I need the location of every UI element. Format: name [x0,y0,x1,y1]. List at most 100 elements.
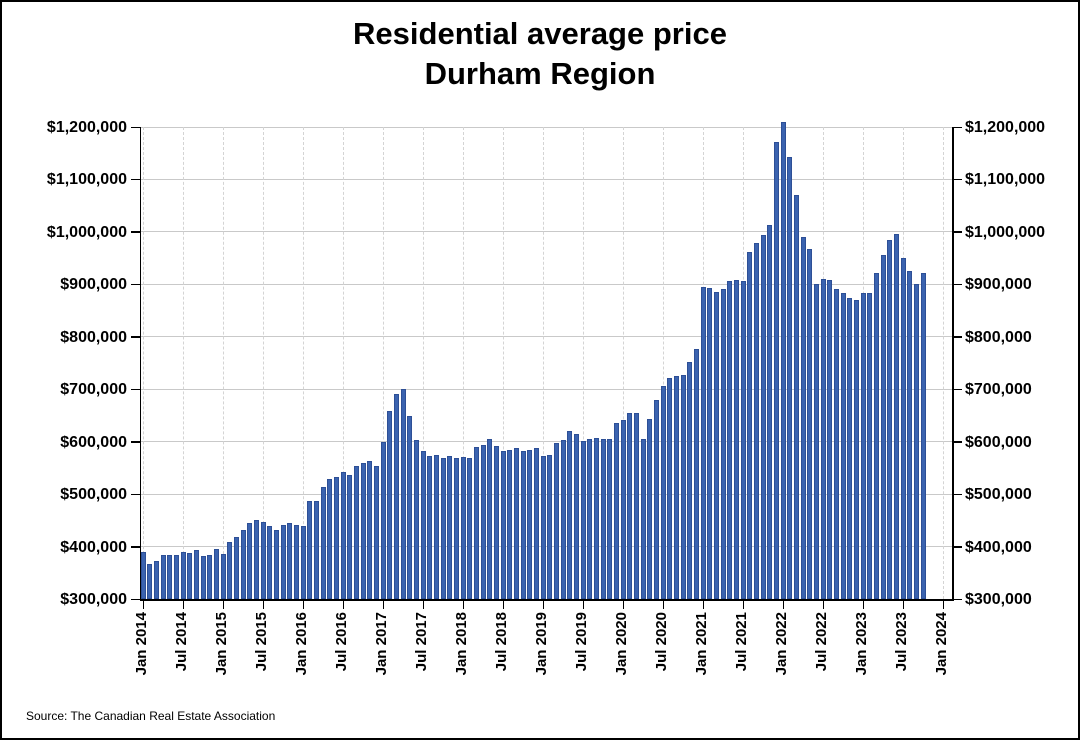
price-bar [527,450,533,599]
price-bar [233,537,239,599]
price-bar [260,521,266,599]
x-tick-label: Jan 2015 [213,612,230,702]
x-gridline-dashed [623,127,624,599]
price-bar [647,419,653,599]
y-tick-label-right: $500,000 [965,486,1032,504]
y-gridline [141,283,952,285]
x-gridline-dashed [663,127,664,599]
price-bar [687,361,693,599]
price-bar [213,548,219,599]
price-bar [640,438,646,599]
y-tick-label-right: $700,000 [965,381,1032,399]
price-bar [247,522,253,599]
x-tick [702,600,704,609]
price-bar [160,555,166,599]
price-bar [573,433,579,599]
x-tick-label-text: Jul 2017 [413,612,430,672]
price-bar [153,561,159,599]
price-bar [300,526,306,599]
x-tick-label-text: Jul 2021 [733,612,750,672]
price-bar [673,376,679,599]
chart-title-line2: Durham Region [424,56,656,91]
price-bar [440,458,446,599]
price-bar [520,451,526,599]
y-tick-label-left: $700,000 [60,381,127,399]
price-bar [893,233,899,599]
y-tick-left [131,231,140,233]
x-tick [342,600,344,609]
price-bar [407,416,413,599]
price-bar [433,454,439,599]
price-bar [740,281,746,599]
price-bar [220,553,226,599]
y-tick-left [131,126,140,128]
x-tick [742,600,744,609]
price-bar [467,458,473,599]
price-bar [180,551,186,599]
x-gridline-dashed [183,127,184,599]
x-tick-label: Jan 2016 [293,612,310,702]
price-bar [913,283,919,599]
chart-title-line1: Residential average price [353,16,727,51]
price-bar [413,440,419,599]
price-bar [920,272,926,599]
price-bar [513,448,519,599]
y-tick-label-right: $1,100,000 [965,171,1046,189]
price-bar [767,225,773,599]
y-tick-right [953,493,962,496]
price-bar [333,477,339,599]
price-bar [873,272,879,599]
price-bar [533,448,539,599]
price-bar [907,270,913,599]
x-tick-label: Jul 2023 [893,612,910,702]
x-tick [942,600,944,609]
price-bar [327,479,333,599]
price-bar [540,456,546,599]
price-bar [420,451,426,599]
x-tick-label-text: Jan 2019 [533,612,550,676]
price-bar [200,555,206,599]
price-bar [207,554,213,599]
price-bar [627,412,633,599]
price-bar [813,284,819,599]
x-tick-label-text: Jan 2021 [693,612,710,676]
x-tick [622,600,624,609]
price-bar [787,156,793,599]
x-tick-label: Jan 2024 [933,612,950,702]
y-gridline [141,178,952,180]
x-gridline-dashed [223,127,224,599]
price-bar [593,437,599,599]
price-bar [400,388,406,599]
y-tick-left [131,598,140,600]
price-bar [193,550,199,599]
price-bar [753,242,759,599]
x-tick-label: Jul 2017 [413,612,430,702]
price-bar [173,555,179,599]
x-tick-label-text: Jan 2020 [613,612,630,676]
price-bar [240,529,246,599]
x-tick-label: Jul 2020 [653,612,670,702]
x-tick-label: Jul 2019 [573,612,590,702]
price-bar [373,466,379,599]
price-bar [620,420,626,599]
y-tick-label-right: $600,000 [965,433,1032,451]
x-tick-label-text: Jan 2024 [933,612,950,676]
y-tick-label-right: $800,000 [965,328,1032,346]
x-tick-label: Jul 2022 [813,612,830,702]
price-bar [187,552,193,599]
x-gridline-dashed [543,127,544,599]
x-tick-label-text: Jul 2014 [173,612,190,672]
x-tick [662,600,664,609]
price-bar [267,526,273,599]
y-axis-line-right [952,127,954,601]
y-tick-right [953,283,962,286]
price-bar [460,456,466,599]
price-bar [473,446,479,599]
x-gridline-dashed [503,127,504,599]
y-tick-left [131,388,140,391]
x-tick-label-text: Jan 2018 [453,612,470,676]
price-bar [480,445,486,599]
price-bar [853,299,859,599]
y-tick-left [131,493,140,496]
